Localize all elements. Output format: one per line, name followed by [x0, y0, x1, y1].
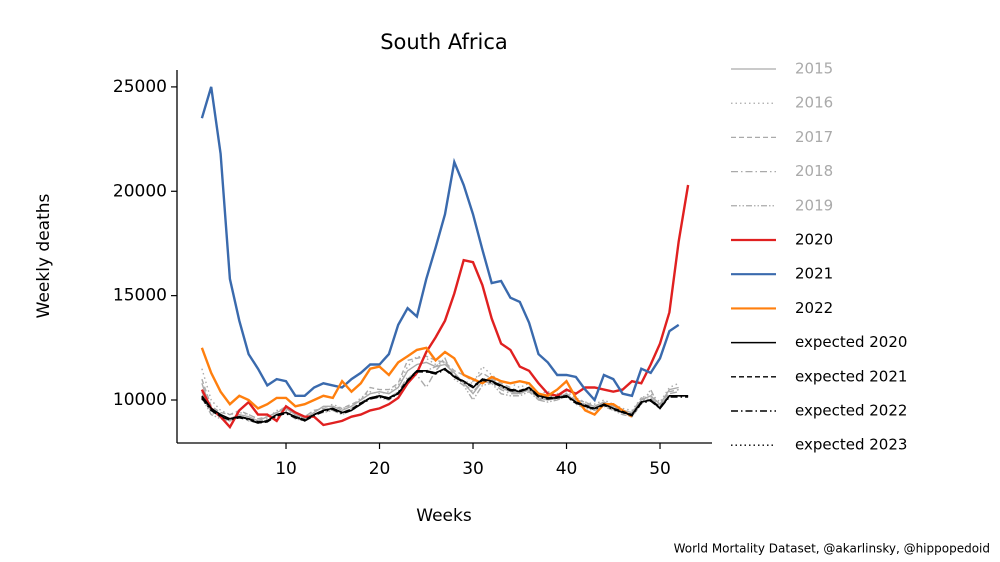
legend-label: expected 2022 — [795, 402, 907, 420]
x-tick-label: 30 — [462, 459, 484, 479]
series-line — [201, 355, 679, 420]
legend-label: expected 2020 — [795, 333, 907, 351]
series-line — [200, 184, 690, 430]
x-tick-label: 50 — [649, 459, 671, 479]
legend-label: 2022 — [795, 299, 833, 317]
series-line — [201, 368, 689, 424]
legend-label: 2018 — [795, 162, 833, 180]
legend-label: 2019 — [795, 196, 833, 214]
legend-label: 2016 — [795, 94, 833, 112]
series-line — [201, 355, 679, 420]
y-tick-label: 15000 — [113, 286, 167, 306]
legend-label: 2017 — [795, 128, 833, 146]
y-tick-label: 10000 — [113, 390, 167, 410]
chart-title: South Africa — [380, 30, 508, 54]
legend-label: expected 2023 — [795, 436, 907, 454]
legend-label: 2015 — [795, 60, 833, 78]
series-line — [200, 346, 633, 418]
y-tick-label: 25000 — [113, 77, 167, 97]
x-tick-label: 40 — [556, 459, 578, 479]
legend-label: 2020 — [795, 231, 833, 249]
x-tick-label: 20 — [369, 459, 391, 479]
legend-label: expected 2021 — [795, 367, 907, 385]
series-line — [201, 367, 689, 423]
source-note: World Mortality Dataset, @akarlinsky, @h… — [674, 542, 990, 556]
legend-label: 2021 — [795, 265, 833, 283]
y-tick-label: 20000 — [113, 181, 167, 201]
x-tick-label: 10 — [275, 459, 297, 479]
x-axis-label: Weeks — [416, 506, 472, 526]
y-axis-label: Weekly deaths — [34, 193, 54, 318]
series-line — [200, 86, 680, 403]
